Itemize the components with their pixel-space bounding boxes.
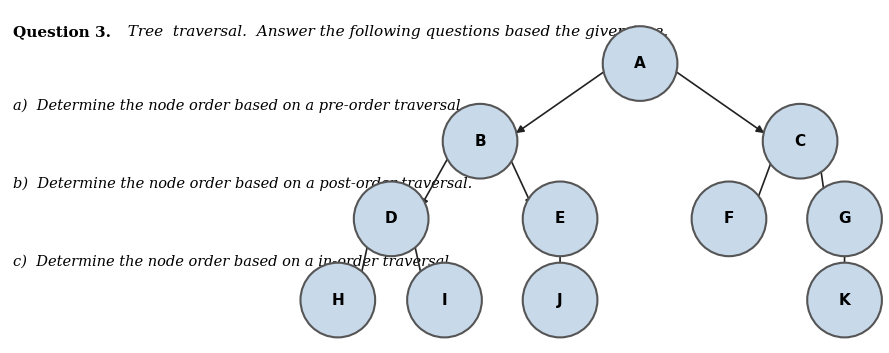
Text: Question 3.: Question 3. (13, 25, 111, 39)
Text: H: H (332, 293, 344, 307)
Text: J: J (557, 293, 563, 307)
Text: D: D (385, 211, 397, 226)
Text: c)  Determine the node order based on a in-order traversal.: c) Determine the node order based on a i… (13, 254, 454, 268)
Ellipse shape (443, 104, 517, 179)
Ellipse shape (692, 181, 766, 256)
Text: I: I (442, 293, 447, 307)
Ellipse shape (523, 181, 597, 256)
Text: b)  Determine the node order based on a post-order traversal.: b) Determine the node order based on a p… (13, 176, 473, 191)
Ellipse shape (763, 104, 837, 179)
Text: Tree  traversal.  Answer the following questions based the given tree.: Tree traversal. Answer the following que… (118, 25, 669, 39)
Text: F: F (724, 211, 734, 226)
Ellipse shape (407, 263, 482, 337)
Text: C: C (795, 134, 805, 149)
Text: E: E (555, 211, 565, 226)
Ellipse shape (807, 263, 882, 337)
Text: A: A (634, 56, 646, 71)
Text: a)  Determine the node order based on a pre-order traversal.: a) Determine the node order based on a p… (13, 99, 466, 113)
Text: G: G (838, 211, 851, 226)
Ellipse shape (354, 181, 428, 256)
Text: B: B (474, 134, 486, 149)
Ellipse shape (300, 263, 375, 337)
Ellipse shape (523, 263, 597, 337)
Ellipse shape (807, 181, 882, 256)
Ellipse shape (603, 26, 677, 101)
Text: K: K (838, 293, 851, 307)
